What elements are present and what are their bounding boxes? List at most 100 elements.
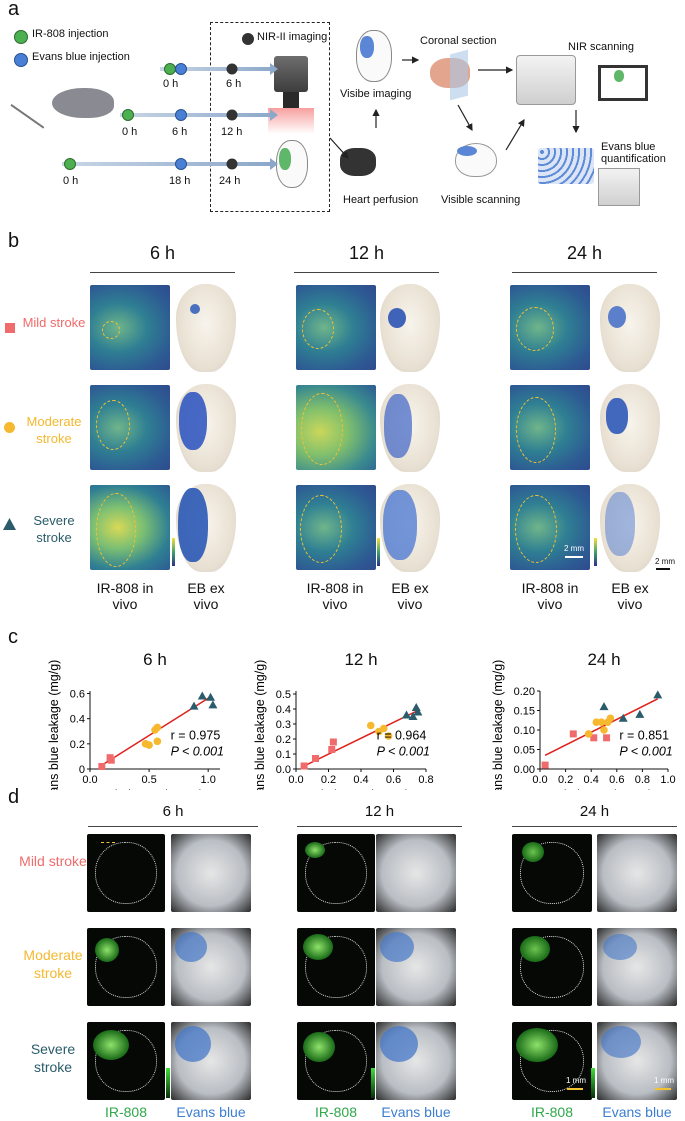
c2-ytick-label-1: 0.05: [514, 745, 535, 757]
d-scalebar-eb-label: 1 mm: [654, 1076, 674, 1085]
blue-dot-icon: [14, 53, 28, 67]
c2-xtick-label-4: 0.8: [635, 774, 650, 786]
d-scalebar-ir-label: 1 mm: [566, 1076, 586, 1085]
timeline2-green-dot: [122, 109, 134, 121]
b-eb-24h-mild: [600, 284, 660, 372]
timeline1-label-1: 6 h: [226, 78, 242, 90]
c1-mild-point-2: [328, 746, 336, 753]
c2-moderate-point-5: [606, 714, 615, 723]
timeline2-blue-dot: [175, 109, 187, 121]
panel-d-letter: d: [8, 786, 20, 808]
d-col-label-eb-12h: Evans blue: [381, 1104, 451, 1120]
timeline-arrow-1: [160, 63, 278, 75]
c0-moderate-point-4: [153, 737, 162, 746]
d-eb-6h-severe: [171, 1022, 251, 1100]
d-eb-24h-moderate: [597, 928, 677, 1006]
b-row-severe: Severe stroke: [33, 513, 75, 545]
c1-mild-point-0: [300, 762, 308, 770]
timeline2-label-1: 6 h: [172, 126, 188, 138]
laser-beam-icon: [268, 108, 314, 134]
c0-moderate-point-1: [145, 741, 153, 749]
camera-lens-icon: [283, 92, 299, 108]
c1-ytick-label-0: 0.0: [276, 764, 291, 776]
d-eb-24h-mild: [597, 834, 677, 912]
d-ir-6h-moderate: [87, 928, 165, 1006]
c0-ytick-label-3: 0.6: [70, 689, 85, 701]
b-eb-12h-severe: [380, 484, 440, 572]
c2-ytick-label-2: 0.10: [514, 725, 535, 737]
c2-xtick-label-5: 1.0: [660, 774, 675, 786]
b-nir-12h-mild: [296, 285, 376, 370]
c1-r-value: r = 0.964: [377, 728, 427, 742]
d-col-label-ir-24h: IR-808: [530, 1104, 574, 1120]
b-colorbar-6h: [172, 538, 175, 566]
coronal-slice-blue-icon: [457, 146, 477, 156]
green-dot-icon: [14, 30, 28, 44]
brain-lesion-green-icon: [279, 148, 291, 170]
d-scalebar-eb-line: [655, 1088, 671, 1090]
well-plate-icon: [538, 148, 594, 184]
c1-ytick-label-2: 0.2: [276, 734, 291, 746]
c1-mild-point-1: [312, 755, 319, 762]
timeline-graphic: [62, 63, 278, 170]
c2-p-value: P < 0.001: [619, 744, 672, 758]
b-scalebar-nir-label: 2 mm: [564, 544, 584, 553]
panel-a-letter: a: [8, 0, 20, 20]
d-eb-6h-mild: [171, 834, 251, 912]
c0-mild-point-0: [98, 762, 106, 770]
legend-evans-blue: Evans blue injection: [32, 51, 130, 63]
timeline1-label-0: 0 h: [163, 78, 179, 90]
b-col-label-eb-12h: EB ex vivo: [391, 580, 429, 612]
c2-severe-point-2: [635, 709, 645, 718]
c0-ylabel: Evans blue leakage (mg/g): [47, 660, 61, 790]
c0-xlabel: Relative FL intensity: [99, 788, 212, 790]
workflow-arrows: [329, 56, 580, 159]
b-col-label-nir-24h: IR-808 in vivo: [521, 580, 579, 612]
d-row-mild: Mild stroke: [19, 853, 87, 869]
d-row-severe: Severe stroke: [30, 1041, 76, 1075]
c0-ytick-label-2: 0.4: [70, 714, 85, 726]
c2-xtick-label-1: 0.2: [558, 774, 573, 786]
b-moderate-circle-icon: [4, 422, 15, 433]
timeline-arrow-2: [120, 109, 278, 121]
b-timepoint-12h: 12 h: [348, 243, 385, 263]
c1-xtick-label-2: 0.4: [353, 774, 368, 786]
c0-ytick-label-1: 0.2: [70, 739, 85, 751]
timeline3-label-0: 0 h: [63, 175, 79, 187]
c0-moderate-point-3: [153, 723, 162, 732]
b-eb-24h-moderate: [600, 384, 660, 472]
b-scalebar-eb-label: 2 mm: [655, 557, 675, 566]
c1-p-value: P < 0.001: [377, 744, 430, 758]
step-nir-scanning: NIR scanning: [568, 41, 635, 53]
c1-xtick-label-0: 0.0: [288, 774, 303, 786]
c1-severe-point-3: [413, 707, 423, 716]
c2-r-value: r = 0.851: [619, 728, 669, 742]
c2-ylabel: Evans blue leakage (mg/g): [491, 660, 505, 790]
d-ir-6h-mild: [87, 834, 165, 912]
brain-lesion-blue-icon: [360, 36, 374, 58]
c1-title: 12 h: [344, 650, 377, 669]
b-eb-24h-severe: [600, 484, 660, 572]
timeline-arrow-3: [62, 158, 278, 170]
c1-moderate-point-2: [379, 724, 388, 733]
c1-xtick-label-3: 0.6: [386, 774, 401, 786]
c1-ytick-label-1: 0.1: [276, 749, 291, 761]
b-mild-square-icon: [5, 323, 15, 333]
d-ir-12h-mild: [297, 834, 375, 912]
d-timepoint-12h: 12 h: [364, 803, 395, 820]
c0-severe-point-1: [197, 691, 207, 700]
legend-ir808: IR-808 injection: [32, 28, 109, 40]
d-col-label-ir-6h: IR-808: [104, 1104, 148, 1120]
d-colorbar-6h: [166, 1068, 170, 1098]
c2-title: 24 h: [587, 650, 620, 669]
timeline3-dark-dot: [226, 158, 238, 170]
b-row-moderate: Moderate stroke: [26, 414, 82, 446]
c2-ytick-label-3: 0.15: [514, 706, 535, 718]
d-row-moderate: Moderate stroke: [23, 947, 83, 981]
step-visible-imaging: Visibe imaging: [340, 88, 412, 100]
nir-scanner-icon: [516, 55, 576, 105]
b-nir-6h-moderate: [90, 385, 170, 470]
timeline3-label-1: 18 h: [169, 175, 191, 187]
c1-severe-point-1: [408, 712, 418, 720]
step-evans-quant: Evans blue quantification: [601, 141, 666, 165]
